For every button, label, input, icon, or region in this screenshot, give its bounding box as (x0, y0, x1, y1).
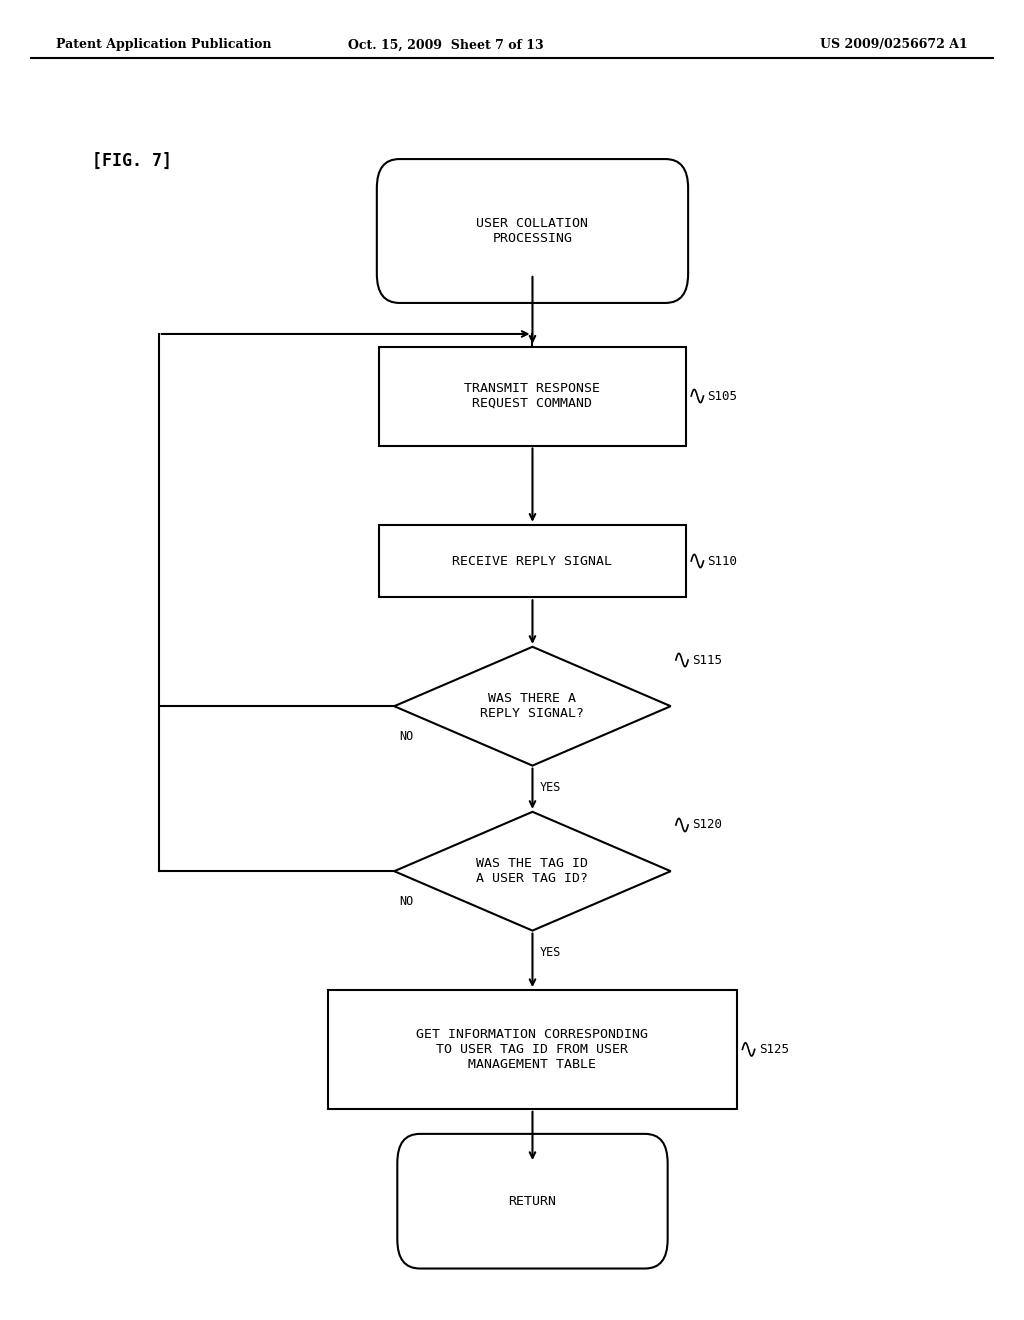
Text: RETURN: RETURN (509, 1195, 556, 1208)
Text: US 2009/0256672 A1: US 2009/0256672 A1 (820, 38, 968, 51)
Text: NO: NO (399, 895, 414, 908)
Text: WAS THERE A
REPLY SIGNAL?: WAS THERE A REPLY SIGNAL? (480, 692, 585, 721)
Polygon shape (394, 647, 671, 766)
FancyBboxPatch shape (377, 160, 688, 304)
Bar (379, 525, 686, 597)
Text: S110: S110 (708, 554, 737, 568)
Text: YES: YES (541, 781, 561, 795)
Bar (328, 990, 737, 1109)
FancyBboxPatch shape (397, 1134, 668, 1269)
Text: [FIG. 7]: [FIG. 7] (92, 152, 172, 170)
Text: S115: S115 (692, 653, 722, 667)
Polygon shape (394, 812, 671, 931)
Text: USER COLLATION
PROCESSING: USER COLLATION PROCESSING (476, 216, 589, 246)
Text: RECEIVE REPLY SIGNAL: RECEIVE REPLY SIGNAL (453, 554, 612, 568)
Bar (379, 346, 686, 446)
Text: Patent Application Publication: Patent Application Publication (56, 38, 271, 51)
Text: YES: YES (541, 946, 561, 960)
Text: GET INFORMATION CORRESPONDING
TO USER TAG ID FROM USER
MANAGEMENT TABLE: GET INFORMATION CORRESPONDING TO USER TA… (417, 1028, 648, 1071)
Text: Oct. 15, 2009  Sheet 7 of 13: Oct. 15, 2009 Sheet 7 of 13 (347, 38, 544, 51)
Text: WAS THE TAG ID
A USER TAG ID?: WAS THE TAG ID A USER TAG ID? (476, 857, 589, 886)
Text: S125: S125 (759, 1043, 788, 1056)
Text: NO: NO (399, 730, 414, 743)
Text: S105: S105 (708, 389, 737, 403)
Text: S120: S120 (692, 818, 722, 832)
Text: TRANSMIT RESPONSE
REQUEST COMMAND: TRANSMIT RESPONSE REQUEST COMMAND (465, 381, 600, 411)
